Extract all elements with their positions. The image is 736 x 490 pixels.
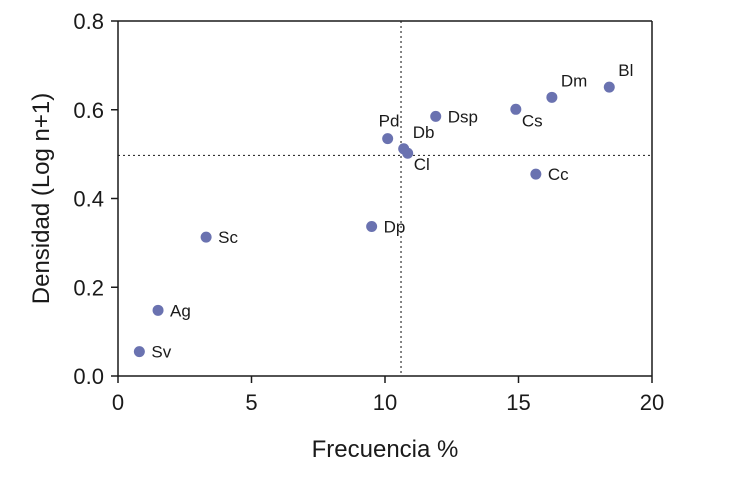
y-tick-label: 0.0 bbox=[73, 364, 104, 389]
data-point-dp bbox=[366, 220, 378, 232]
data-point-cl bbox=[402, 147, 414, 159]
point-label-cl: Cl bbox=[414, 155, 430, 174]
x-tick-label: 10 bbox=[373, 390, 397, 415]
ticks: 0 5 10 15 20 0.0 0.2 0.4 0.6 0.8 bbox=[73, 9, 664, 415]
point-label-sc: Sc bbox=[218, 228, 238, 247]
point-label-pd: Pd bbox=[379, 112, 400, 131]
data-point-bl bbox=[603, 81, 615, 93]
data-point-pd bbox=[382, 133, 394, 145]
x-tick-label: 15 bbox=[506, 390, 530, 415]
point-label-sv: Sv bbox=[151, 343, 171, 362]
data-point-dm bbox=[546, 91, 558, 103]
data-point-cc bbox=[530, 168, 542, 180]
point-label-db: Db bbox=[413, 123, 435, 142]
point-label-dp: Dp bbox=[384, 217, 406, 236]
x-tick-label: 20 bbox=[640, 390, 664, 415]
data-point-ag bbox=[152, 304, 164, 316]
reference-lines bbox=[118, 21, 652, 376]
point-label-dm: Dm bbox=[561, 71, 587, 90]
x-axis-title: Frecuencia % bbox=[312, 436, 459, 463]
data-point-sv bbox=[133, 346, 145, 358]
y-tick-label: 0.2 bbox=[73, 275, 104, 300]
point-label-cs: Cs bbox=[522, 111, 543, 130]
data-point-dsp bbox=[430, 110, 442, 122]
x-tick-label: 0 bbox=[112, 390, 124, 415]
data-point-cs bbox=[510, 103, 522, 115]
point-label-cc: Cc bbox=[548, 165, 569, 184]
y-tick-label: 0.8 bbox=[73, 9, 104, 34]
data-point-sc bbox=[200, 231, 212, 243]
y-tick-label: 0.4 bbox=[73, 187, 104, 212]
x-tick-label: 5 bbox=[245, 390, 257, 415]
y-axis-title: Densidad (Log n+1) bbox=[28, 93, 55, 304]
point-label-ag: Ag bbox=[170, 301, 191, 320]
point-label-bl: Bl bbox=[618, 61, 633, 80]
data-points: Sv Ag Sc Dp Pd Db Cl Dsp Cs Cc Dm Bl bbox=[133, 61, 633, 362]
point-label-dsp: Dsp bbox=[448, 107, 478, 126]
y-tick-label: 0.6 bbox=[73, 98, 104, 123]
